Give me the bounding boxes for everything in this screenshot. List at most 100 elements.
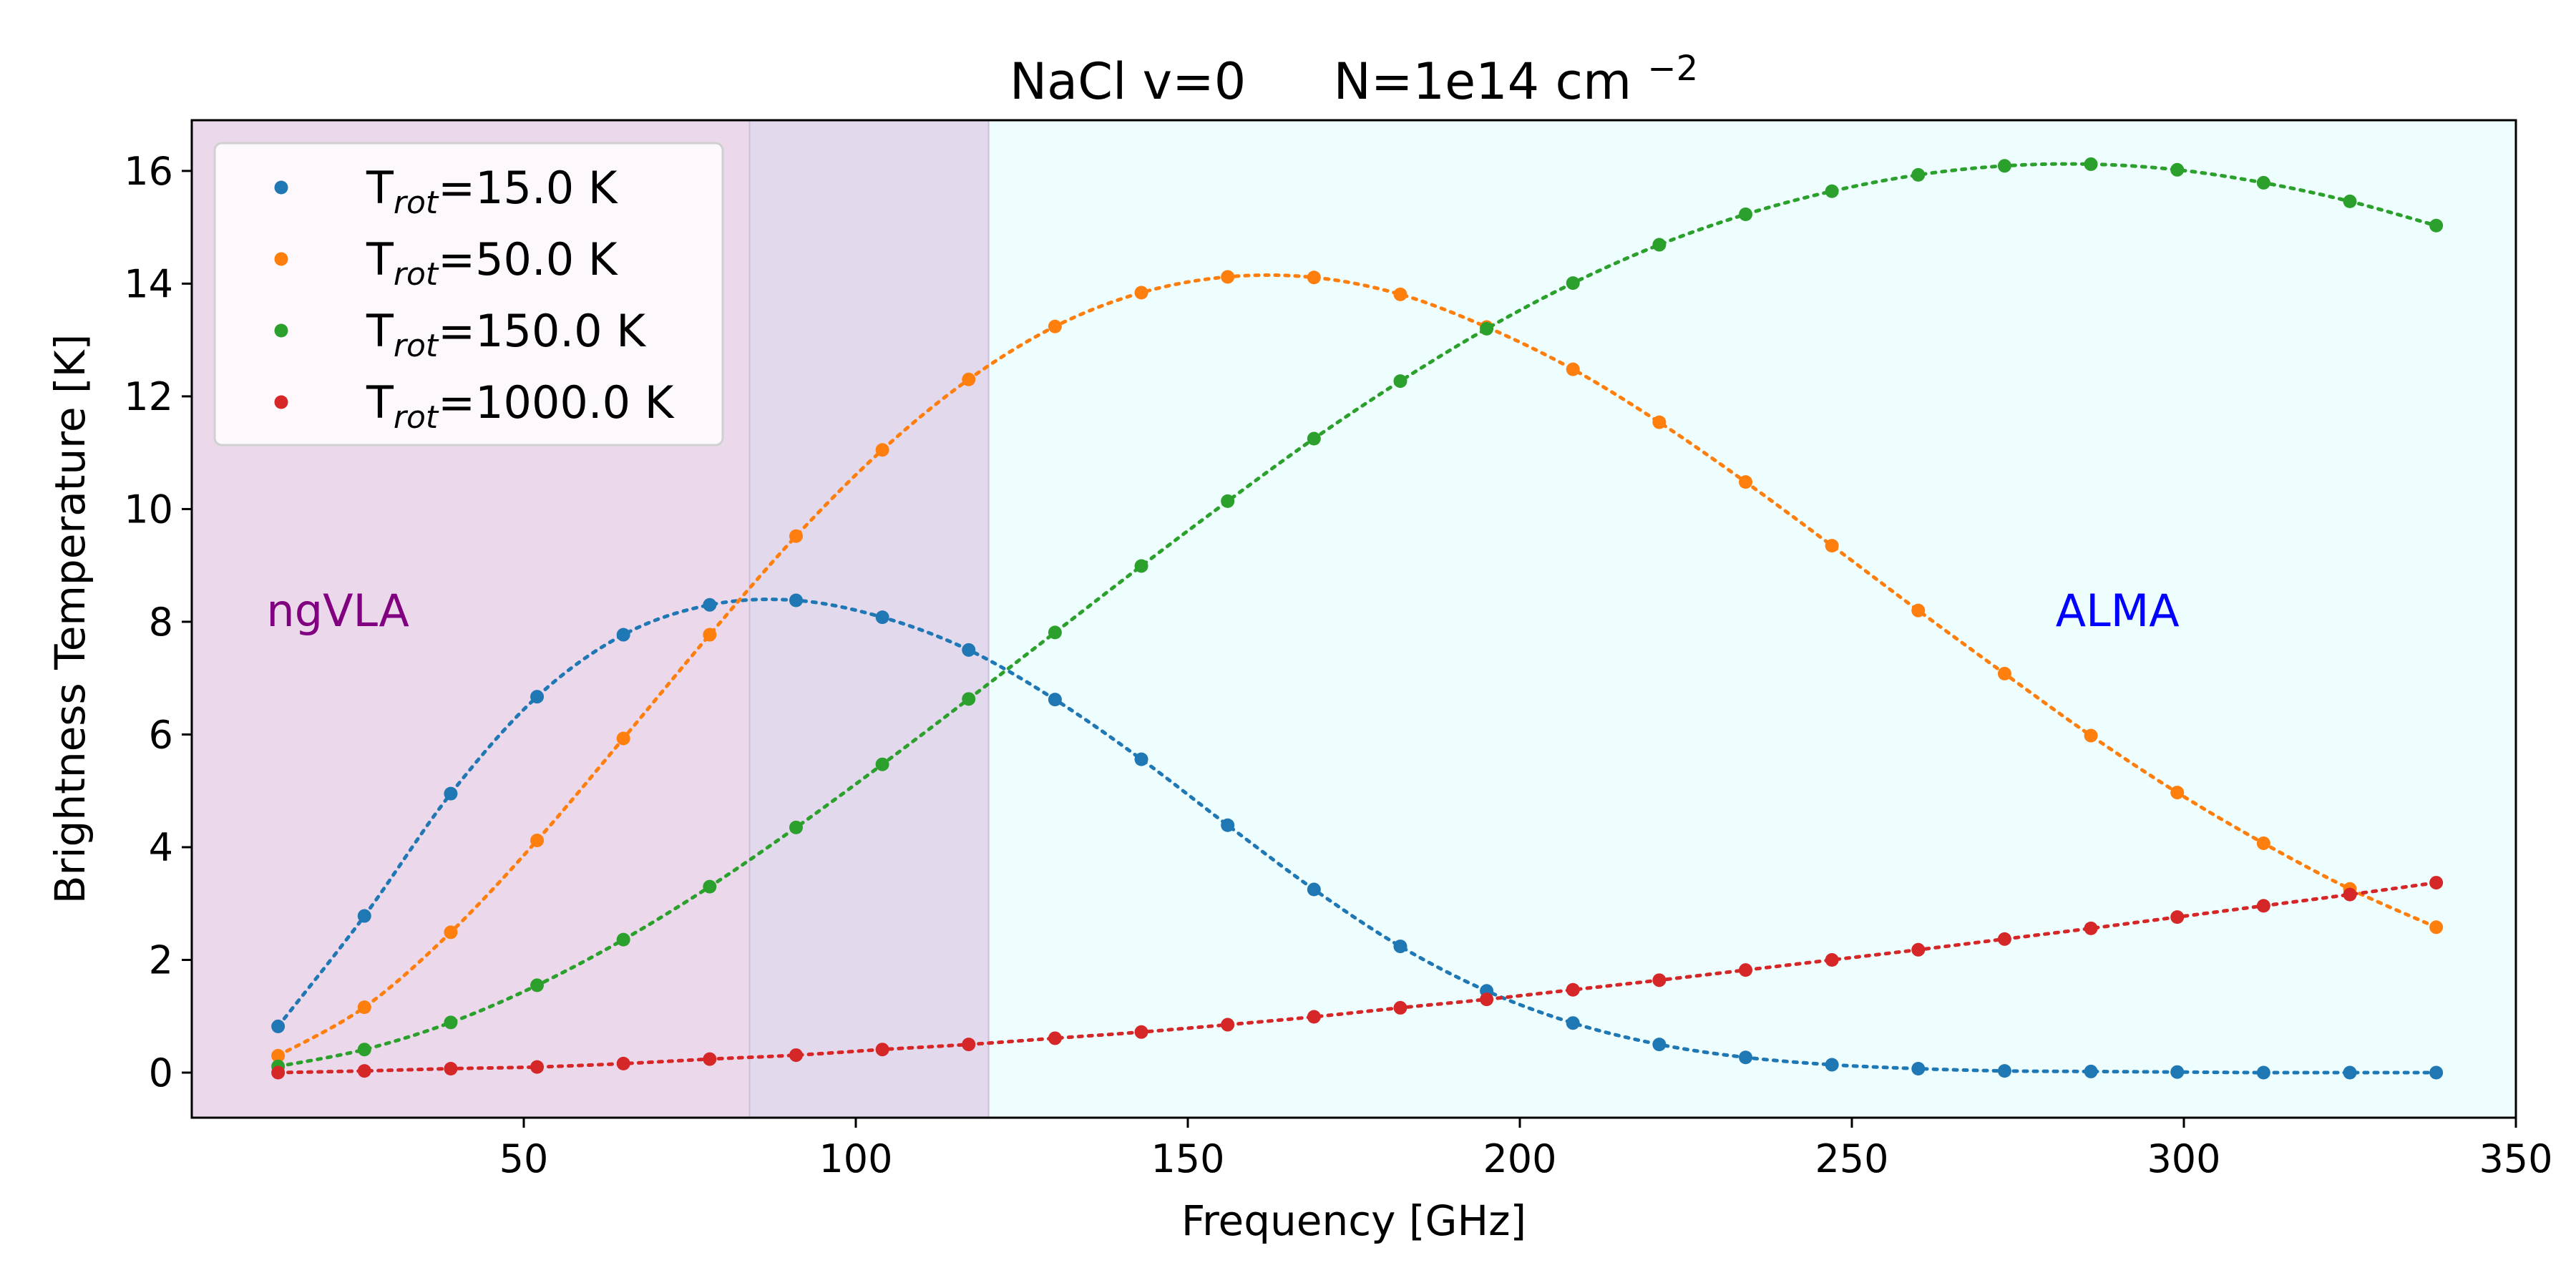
data-point <box>1048 319 1062 333</box>
data-point <box>357 909 371 923</box>
data-point <box>1739 963 1753 977</box>
data-point <box>357 1064 371 1078</box>
data-point <box>1652 238 1667 252</box>
data-point <box>1997 159 2011 173</box>
y-tick-label: 16 <box>124 149 173 194</box>
legend-marker <box>274 180 288 195</box>
data-point <box>1134 1025 1148 1039</box>
data-point <box>962 643 976 657</box>
data-point <box>1134 752 1148 766</box>
data-point <box>2429 1065 2444 1080</box>
data-point <box>1134 286 1148 300</box>
y-tick-label: 2 <box>149 937 173 982</box>
data-point <box>2429 920 2444 935</box>
series-line-3 <box>276 881 2439 1075</box>
data-point <box>2343 1065 2357 1080</box>
x-tick-label: 250 <box>1815 1136 1888 1181</box>
data-point <box>2170 786 2185 800</box>
data-point <box>1393 940 1407 954</box>
x-tick-label: 200 <box>1483 1136 1556 1181</box>
chart-title: NaCl v=0 N=1e14 cm −2 <box>1010 49 1698 111</box>
data-point <box>789 593 803 608</box>
data-point <box>2343 887 2357 902</box>
data-point <box>271 1019 286 1033</box>
data-point <box>2170 162 2185 177</box>
data-point <box>2084 921 2098 935</box>
data-point <box>530 978 545 992</box>
data-point <box>1997 1064 2011 1078</box>
region-label-alma: ALMA <box>2056 585 2180 637</box>
data-point <box>1221 494 1235 508</box>
x-tick-label: 350 <box>2479 1136 2552 1181</box>
data-point <box>2170 910 2185 924</box>
data-point <box>1652 415 1667 429</box>
legend-marker <box>274 395 288 409</box>
y-tick-label: 8 <box>149 600 173 645</box>
data-point <box>875 1043 889 1057</box>
data-point <box>1566 362 1580 376</box>
data-point <box>1048 1031 1062 1045</box>
data-point <box>1393 1000 1407 1015</box>
data-point <box>1134 559 1148 573</box>
data-point <box>2170 1065 2185 1079</box>
title-exponent: −2 <box>1647 49 1698 89</box>
data-point <box>616 932 630 947</box>
data-point <box>2256 175 2270 190</box>
data-point <box>530 690 545 704</box>
data-point <box>2429 218 2444 233</box>
data-point <box>444 1015 458 1030</box>
data-point <box>1221 270 1235 284</box>
data-point <box>1652 1038 1667 1052</box>
title-molecule: NaCl v=0 <box>1010 52 1246 111</box>
data-point <box>1739 475 1753 489</box>
band-overlap <box>749 120 989 1118</box>
region-label-ngvla: ngVLA <box>266 585 409 637</box>
series-1 <box>271 270 2444 1063</box>
x-tick-label: 100 <box>819 1136 892 1181</box>
series-line-2 <box>276 162 2439 1068</box>
data-point <box>789 529 803 543</box>
data-point <box>1566 1016 1580 1030</box>
data-point <box>271 1048 286 1063</box>
data-point <box>1739 208 1753 222</box>
data-point <box>1911 1061 1926 1075</box>
plot-area: ngVLA ALMA 50 100 150 200 250 300 350 0 2 4 6 8 10 12 14… <box>124 119 2553 1181</box>
data-point <box>703 628 717 642</box>
legend-entry: Trot=1000.0 K <box>366 376 675 436</box>
y-tick-label: 14 <box>124 261 173 306</box>
data-point <box>875 610 889 625</box>
data-point <box>1739 1050 1753 1065</box>
data-point <box>1566 982 1580 997</box>
data-point <box>1825 539 1839 553</box>
data-point <box>1480 992 1494 1007</box>
legend-entry: Trot=50.0 K <box>366 233 618 293</box>
data-point <box>2429 876 2444 890</box>
legend: Trot=15.0 K Trot=50.0 K Trot=150.0 K Trot=1… <box>213 142 724 447</box>
data-point <box>962 372 976 386</box>
data-point <box>1997 932 2011 946</box>
data-point <box>1480 321 1494 336</box>
data-point <box>357 1043 371 1057</box>
data-point <box>2084 728 2098 743</box>
data-point <box>1307 1010 1321 1024</box>
y-tick-label: 10 <box>124 487 173 532</box>
legend-marker <box>274 323 288 338</box>
legend-entry: Trot=150.0 K <box>366 305 646 364</box>
y-axis-label: Brightness Temperature [K] <box>46 334 94 904</box>
data-point <box>1911 603 1926 618</box>
data-point <box>789 820 803 834</box>
y-tick-label: 4 <box>149 825 173 870</box>
data-point <box>2084 1064 2098 1078</box>
legend-box <box>213 142 724 447</box>
axes-frame <box>190 119 2517 1119</box>
x-tick-label: 50 <box>499 1136 549 1181</box>
data-point <box>1911 942 1926 957</box>
legend-marker <box>274 252 288 266</box>
data-point <box>1393 287 1407 301</box>
data-point <box>1825 184 1839 198</box>
data-point <box>1221 818 1235 832</box>
data-point <box>1911 167 1926 182</box>
data-point <box>616 628 630 642</box>
data-point <box>1393 374 1407 389</box>
